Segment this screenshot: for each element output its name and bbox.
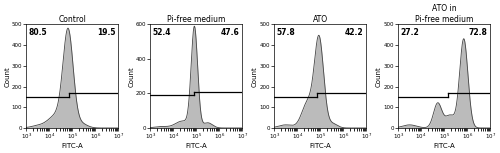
Y-axis label: Count: Count	[376, 66, 382, 87]
Text: 47.6: 47.6	[221, 28, 240, 37]
Text: 80.5: 80.5	[29, 28, 48, 37]
X-axis label: FITC-A: FITC-A	[186, 143, 207, 149]
Text: 19.5: 19.5	[97, 28, 116, 37]
Text: 52.4: 52.4	[153, 28, 172, 37]
Text: 57.8: 57.8	[277, 28, 295, 37]
Y-axis label: Count: Count	[128, 66, 134, 87]
Y-axis label: Count: Count	[252, 66, 258, 87]
X-axis label: FITC-A: FITC-A	[434, 143, 455, 149]
Title: ATO in
Pi-free medium: ATO in Pi-free medium	[415, 4, 474, 24]
Title: Control: Control	[58, 15, 86, 24]
Y-axis label: Count: Count	[4, 66, 10, 87]
Title: Pi-free medium: Pi-free medium	[167, 15, 226, 24]
Title: ATO: ATO	[312, 15, 328, 24]
X-axis label: FITC-A: FITC-A	[62, 143, 83, 149]
Text: 72.8: 72.8	[468, 28, 487, 37]
X-axis label: FITC-A: FITC-A	[310, 143, 331, 149]
Text: 42.2: 42.2	[345, 28, 364, 37]
Text: 27.2: 27.2	[401, 28, 419, 37]
